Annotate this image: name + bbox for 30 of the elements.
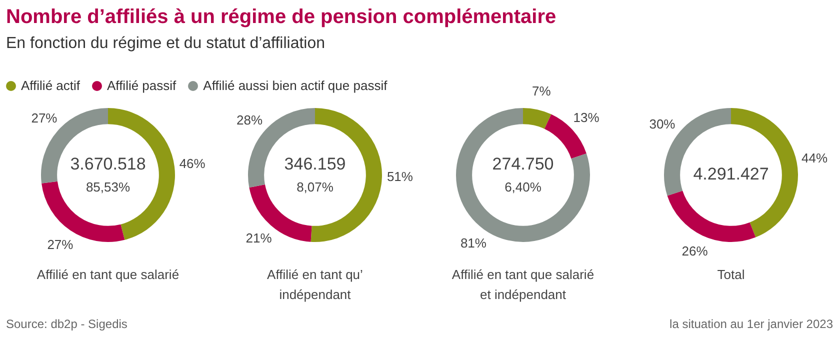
text: Total — [716, 266, 746, 284]
data-label: 51% — [386, 169, 414, 184]
data-label: 7% — [532, 84, 552, 99]
legend-label: Affilié actif — [21, 78, 80, 93]
text: Affilié en tant que salarié et indépendant — [450, 266, 596, 304]
text: En fonction du régime et du statut d’affiliation — [6, 35, 326, 53]
text: Affilié en tant qu’ indépendant — [266, 266, 364, 304]
text: Nombre d’affiliés à un régime de pension complémentaire — [6, 6, 556, 29]
data-label: 27% — [47, 236, 74, 252]
text: 4.291.427 — [693, 164, 769, 184]
text: 8,07% — [296, 180, 334, 195]
data-label: 26% — [682, 243, 708, 258]
data-label: 21% — [246, 230, 272, 246]
source-note: Source: db2p - Sigedis — [6, 317, 128, 331]
data-label: 13% — [573, 110, 600, 125]
data-label: 27% — [31, 110, 58, 126]
data-label: 81% — [460, 236, 487, 251]
data-label: 30% — [649, 116, 676, 132]
text: 85,53% — [86, 180, 130, 195]
data-label: 28% — [236, 112, 263, 128]
text: 3.670.518 — [70, 154, 146, 174]
data-label: 44% — [801, 150, 828, 166]
text: la situation au 1er janvier 2023 — [670, 317, 833, 331]
text: 274.750 — [492, 154, 554, 174]
legend-label: Affilié passif — [107, 78, 176, 93]
data-label: 46% — [179, 156, 206, 171]
text: 6,40% — [504, 180, 542, 195]
text: 346.159 — [284, 154, 346, 174]
legend-label: Affilié aussi bien actif que passif — [203, 78, 388, 93]
text: Affilié en tant que salarié — [36, 266, 180, 284]
